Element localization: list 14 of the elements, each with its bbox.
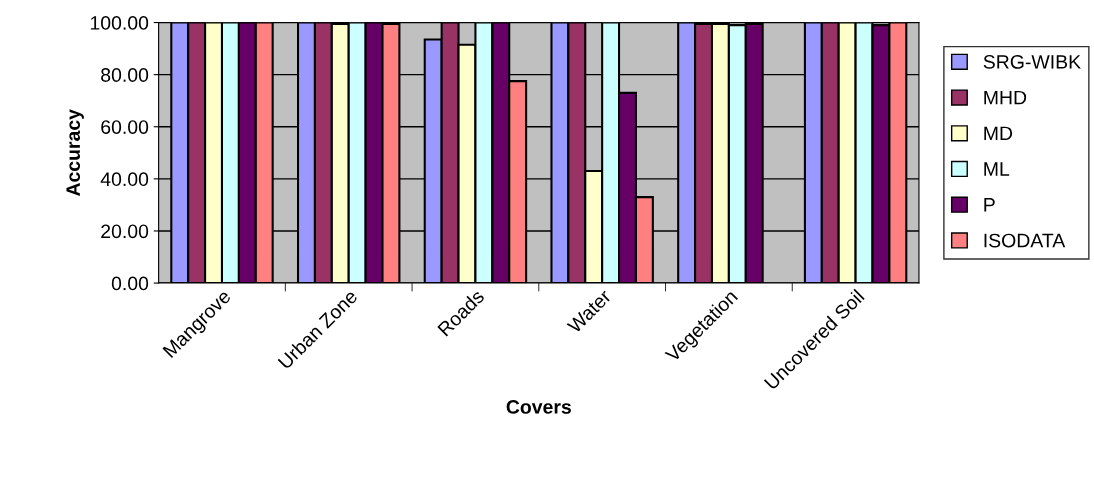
legend-label: SRG-WIBK (983, 54, 1081, 69)
legend-label: ML (984, 162, 1010, 176)
legend-label: MD (984, 126, 1013, 141)
y-tick-label: 60.00 (101, 120, 149, 134)
y-axis-title: Accuracy (66, 109, 84, 197)
legend-label: P (984, 198, 995, 212)
y-tick-label: 40.00 (100, 172, 149, 187)
y-tick-label: 80.00 (101, 68, 149, 82)
legend-label: ISODATA (984, 233, 1066, 248)
x-axis-title: Covers (506, 400, 571, 414)
y-tick-label: 20.00 (101, 224, 149, 239)
legend-label: MHD (984, 90, 1027, 105)
y-tick-label: 0.00 (111, 276, 149, 291)
y-tick-label: 100.00 (90, 16, 149, 30)
